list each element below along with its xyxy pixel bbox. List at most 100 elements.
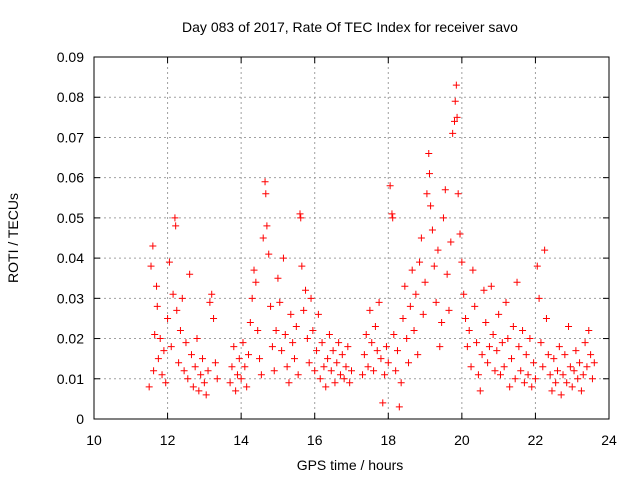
data-point bbox=[585, 327, 593, 335]
data-point bbox=[458, 258, 466, 266]
data-point bbox=[517, 367, 525, 375]
data-point bbox=[405, 359, 413, 367]
data-point bbox=[397, 379, 405, 387]
data-point bbox=[515, 343, 523, 351]
data-point bbox=[447, 238, 455, 246]
data-point bbox=[197, 371, 205, 379]
data-point bbox=[416, 258, 424, 266]
data-point bbox=[428, 226, 436, 234]
data-point bbox=[281, 331, 289, 339]
data-point bbox=[414, 351, 422, 359]
data-point bbox=[546, 371, 554, 379]
data-point bbox=[322, 383, 330, 391]
data-point bbox=[406, 302, 414, 310]
data-point bbox=[300, 306, 308, 314]
data-point bbox=[408, 266, 416, 274]
x-tick-label: 24 bbox=[601, 432, 617, 448]
data-point bbox=[297, 214, 305, 222]
data-point bbox=[287, 310, 295, 318]
data-point bbox=[533, 262, 541, 270]
data-point bbox=[165, 258, 173, 266]
data-point bbox=[162, 379, 170, 387]
data-point bbox=[379, 399, 387, 407]
x-tick-label: 18 bbox=[380, 432, 396, 448]
data-point bbox=[147, 262, 155, 270]
y-tick-label: 0.09 bbox=[57, 49, 84, 65]
data-point bbox=[279, 254, 287, 262]
data-point bbox=[232, 387, 240, 395]
data-point bbox=[175, 359, 183, 367]
y-tick-label: 0.01 bbox=[57, 371, 84, 387]
data-point bbox=[325, 331, 333, 339]
data-point bbox=[342, 363, 350, 371]
data-point bbox=[153, 282, 161, 290]
data-point bbox=[313, 347, 321, 355]
data-point bbox=[581, 339, 589, 347]
data-point bbox=[267, 302, 275, 310]
data-point bbox=[193, 335, 201, 343]
data-point bbox=[392, 367, 400, 375]
data-point bbox=[451, 117, 458, 125]
data-point bbox=[504, 335, 512, 343]
data-point bbox=[513, 278, 521, 286]
data-point bbox=[235, 355, 243, 363]
data-point bbox=[462, 314, 470, 322]
data-point bbox=[473, 339, 481, 347]
data-point bbox=[389, 214, 397, 222]
data-point bbox=[425, 150, 433, 158]
data-point bbox=[421, 278, 429, 286]
data-point bbox=[204, 367, 212, 375]
data-point bbox=[278, 347, 286, 355]
data-point bbox=[401, 282, 409, 290]
data-point bbox=[493, 347, 501, 355]
grid-lines bbox=[94, 57, 609, 419]
data-point bbox=[210, 314, 218, 322]
chart-title: Day 083 of 2017, Rate Of TEC Index for r… bbox=[182, 19, 518, 35]
data-point bbox=[364, 363, 372, 371]
data-point bbox=[555, 343, 563, 351]
data-point bbox=[590, 359, 598, 367]
data-point bbox=[172, 222, 180, 230]
data-point bbox=[427, 202, 435, 210]
data-point bbox=[213, 375, 221, 383]
data-point bbox=[430, 262, 438, 270]
data-point bbox=[211, 359, 219, 367]
data-point bbox=[530, 359, 538, 367]
data-point bbox=[419, 310, 427, 318]
data-point bbox=[182, 339, 190, 347]
data-point bbox=[519, 327, 527, 335]
data-point bbox=[250, 266, 258, 274]
data-point bbox=[485, 343, 493, 351]
data-point bbox=[469, 266, 477, 274]
y-tick-label: 0.02 bbox=[57, 331, 84, 347]
data-point bbox=[285, 379, 293, 387]
data-point bbox=[511, 375, 519, 383]
y-axis-label: ROTI / TECUs bbox=[5, 193, 21, 283]
data-point bbox=[252, 278, 260, 286]
data-point bbox=[480, 286, 488, 294]
data-point bbox=[184, 375, 192, 383]
data-point bbox=[544, 351, 552, 359]
data-point bbox=[588, 375, 596, 383]
data-point bbox=[230, 343, 238, 351]
x-tick-label: 12 bbox=[160, 432, 176, 448]
data-point bbox=[561, 351, 569, 359]
data-point bbox=[151, 331, 159, 339]
y-tick-label: 0.04 bbox=[57, 250, 84, 266]
data-point bbox=[307, 294, 315, 302]
data-point bbox=[346, 379, 354, 387]
y-tick-label: 0.06 bbox=[57, 170, 84, 186]
data-point bbox=[331, 379, 339, 387]
data-point bbox=[535, 294, 543, 302]
data-point bbox=[195, 387, 203, 395]
data-point bbox=[390, 331, 398, 339]
data-point bbox=[441, 186, 449, 194]
data-point bbox=[320, 363, 328, 371]
data-point bbox=[410, 327, 418, 335]
data-point bbox=[537, 339, 545, 347]
data-point bbox=[572, 347, 580, 355]
data-point bbox=[241, 363, 249, 371]
data-point bbox=[531, 375, 539, 383]
data-point bbox=[467, 363, 475, 371]
data-point bbox=[164, 314, 172, 322]
